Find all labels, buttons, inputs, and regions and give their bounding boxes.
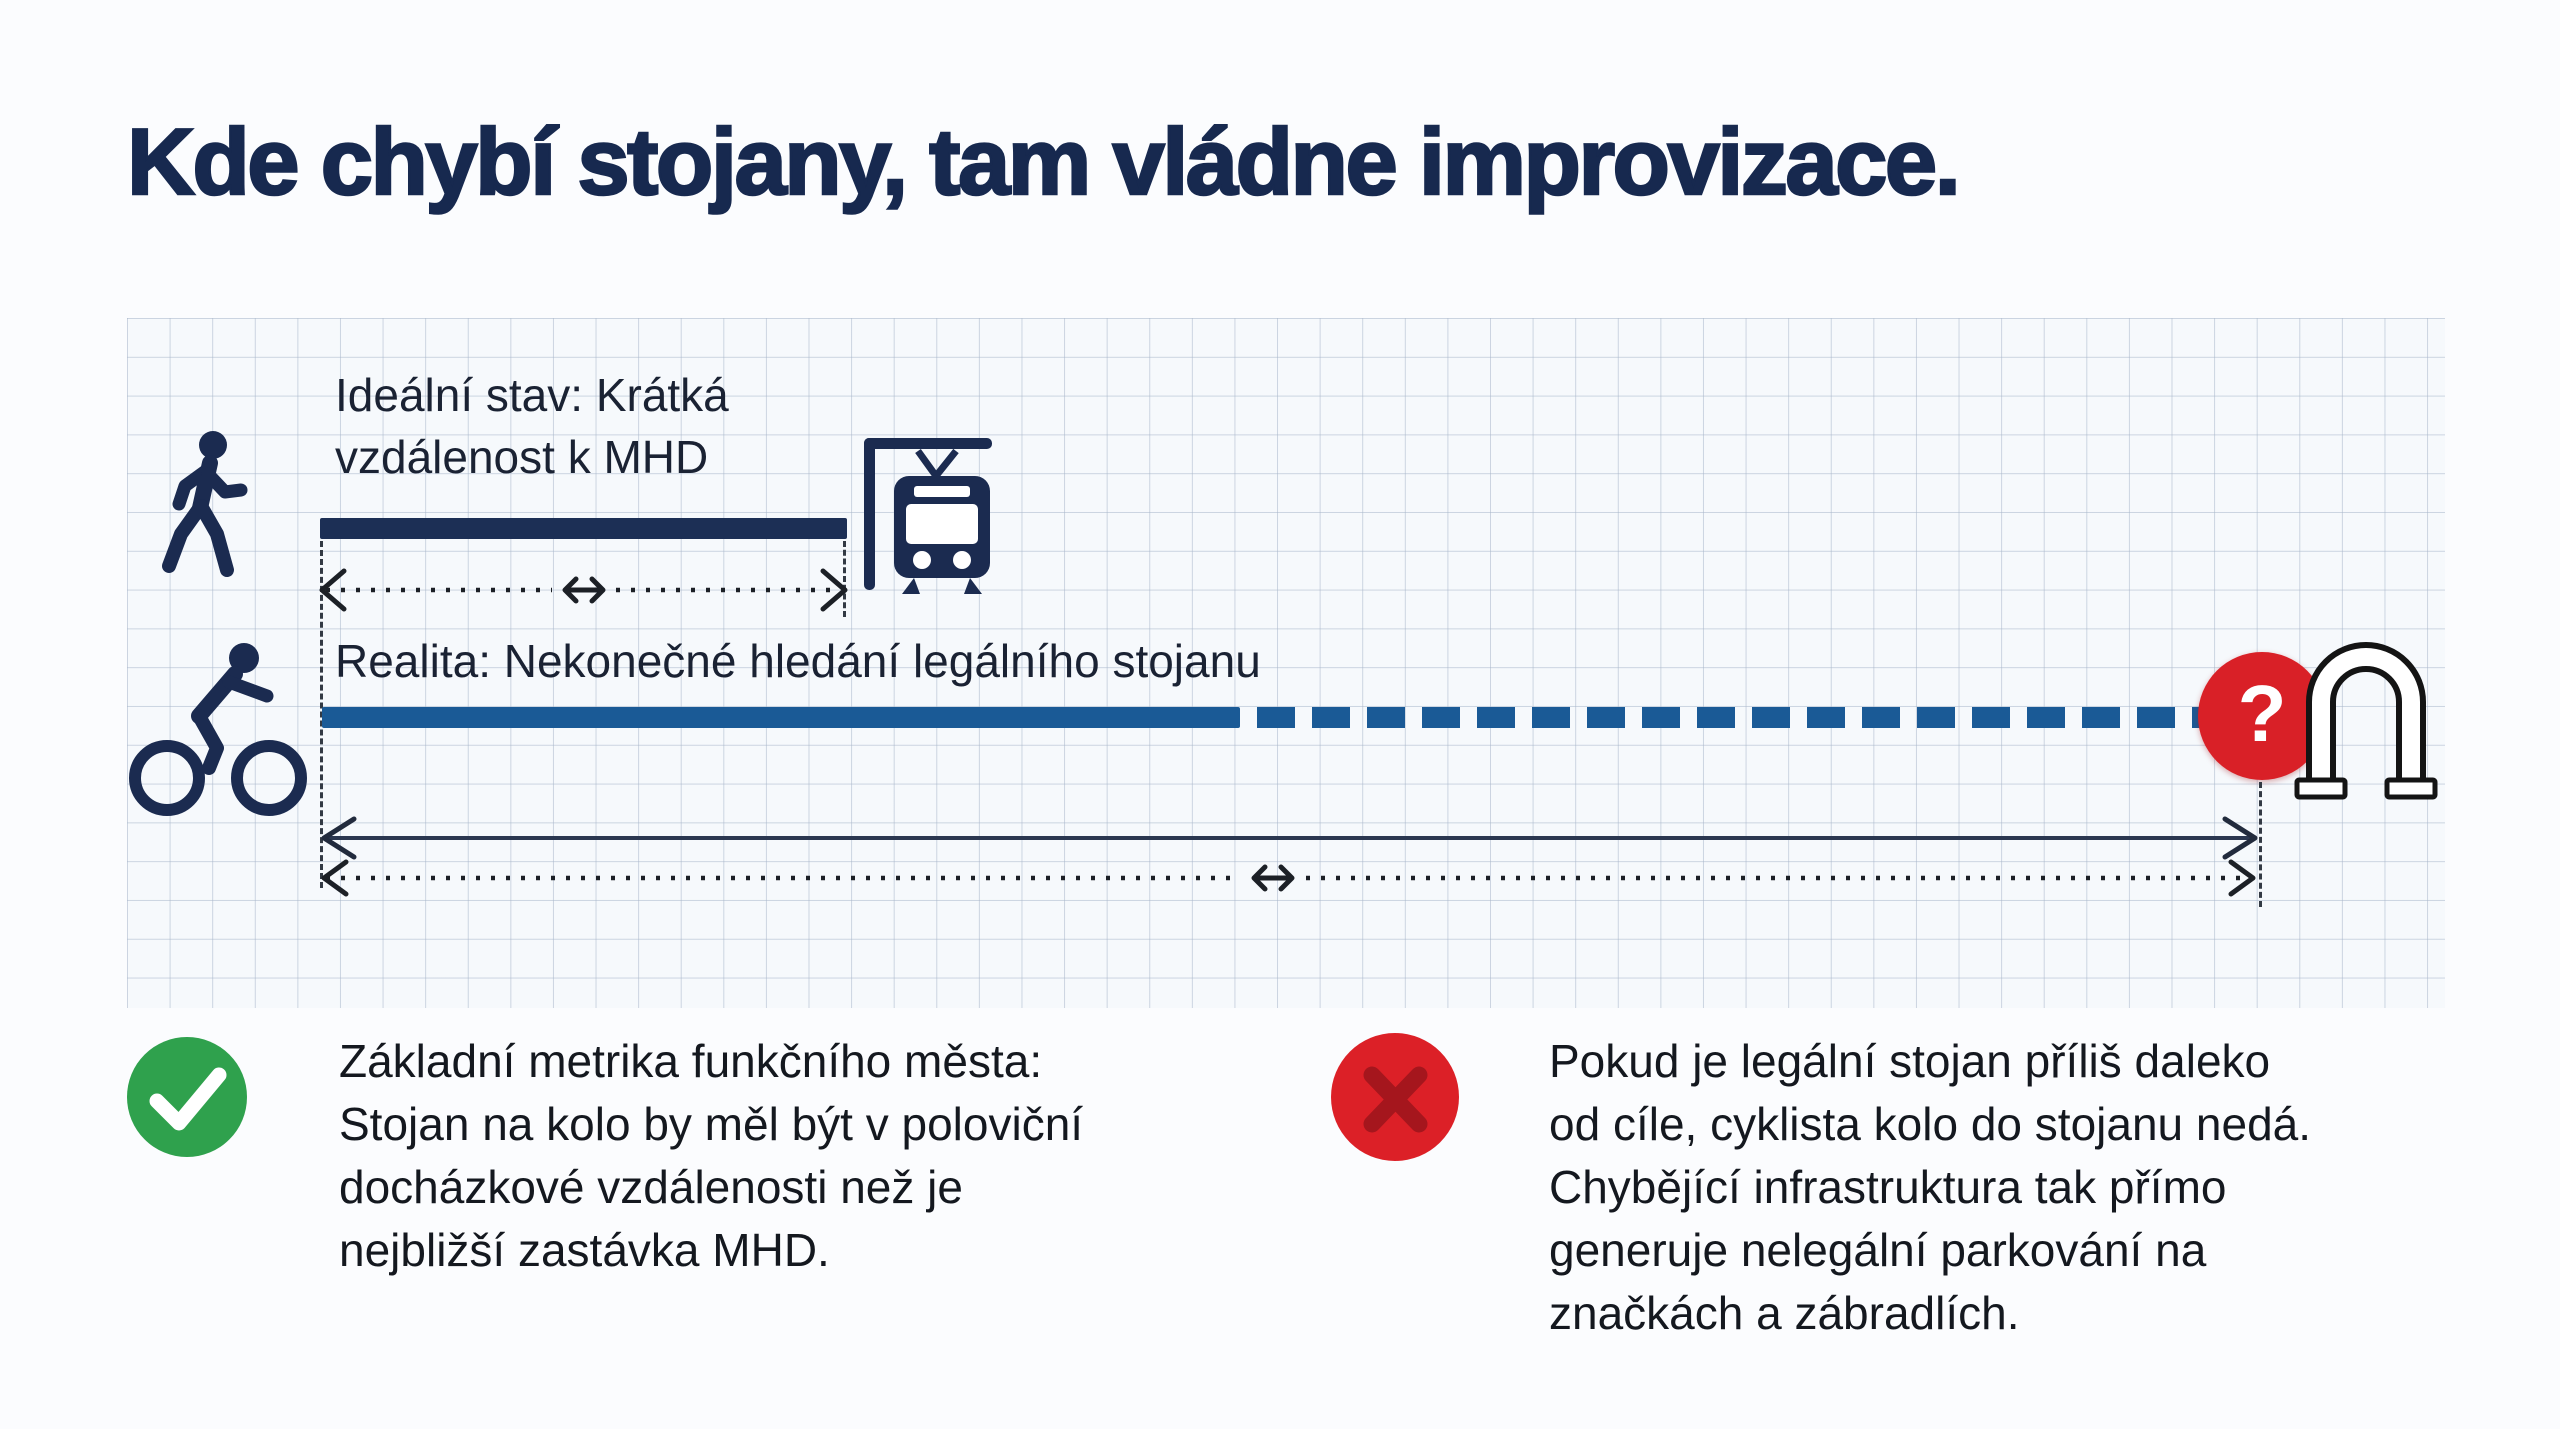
reality-measure-arrow-dotted xyxy=(321,859,2256,897)
ideal-measure-arrow xyxy=(319,568,848,612)
reality-distance-bar-solid xyxy=(322,707,1240,728)
ideal-state-label-line2: vzdálenost k MHD xyxy=(335,431,709,483)
reality-measure-arrow-solid xyxy=(321,816,2258,860)
measure-dropline-left xyxy=(320,541,323,888)
metric-callout-text: Základní metrika funkčního města: Stojan… xyxy=(339,1030,1083,1282)
problem-line-2: od cíle, cyklista kolo do stojanu nedá. xyxy=(1549,1098,2312,1150)
measure-dropline-reality-right xyxy=(2259,782,2262,907)
question-mark-glyph: ? xyxy=(2237,669,2287,758)
metric-line-1: Základní metrika funkčního města: xyxy=(339,1035,1043,1087)
ideal-state-label: Ideální stav: Krátká vzdálenost k MHD xyxy=(335,364,729,488)
metric-line-2: Stojan na kolo by měl být v poloviční xyxy=(339,1098,1084,1150)
diagram-panel: Ideální stav: Krátká vzdálenost k MHD xyxy=(127,318,2445,1008)
reality-label: Realita: Nekonečné hledání legálního sto… xyxy=(335,635,1261,687)
check-icon xyxy=(149,1067,227,1131)
success-badge xyxy=(127,1037,247,1157)
cyclist-icon xyxy=(129,643,307,816)
question-marker: ? xyxy=(2198,652,2326,780)
problem-line-3: Chybějící infrastruktura tak přímo xyxy=(1549,1161,2227,1213)
metric-line-3: docházkové vzdálenosti než je xyxy=(339,1161,963,1213)
x-icon xyxy=(1363,1066,1428,1133)
measure-dropline-ideal-right xyxy=(843,541,846,617)
bike-rack-icon xyxy=(2294,642,2438,800)
ideal-state-label-line1: Ideální stav: Krátká xyxy=(335,369,729,421)
tram-icon xyxy=(864,438,992,594)
problem-line-1: Pokud je legální stojan příliš daleko xyxy=(1549,1035,2271,1087)
problem-line-5: značkách a zábradlích. xyxy=(1549,1287,2020,1339)
pedestrian-icon xyxy=(162,431,248,577)
ideal-distance-bar xyxy=(320,518,847,539)
metric-line-4: nejbližší zastávka MHD. xyxy=(339,1224,830,1276)
reality-distance-bar-dashed xyxy=(1257,707,2202,728)
page-title: Kde chybí stojany, tam vládne improvizac… xyxy=(126,108,1962,216)
problem-callout-text: Pokud je legální stojan příliš daleko od… xyxy=(1549,1030,2311,1345)
problem-badge xyxy=(1331,1033,1459,1161)
problem-line-4: generuje nelegální parkování na xyxy=(1549,1224,2207,1276)
